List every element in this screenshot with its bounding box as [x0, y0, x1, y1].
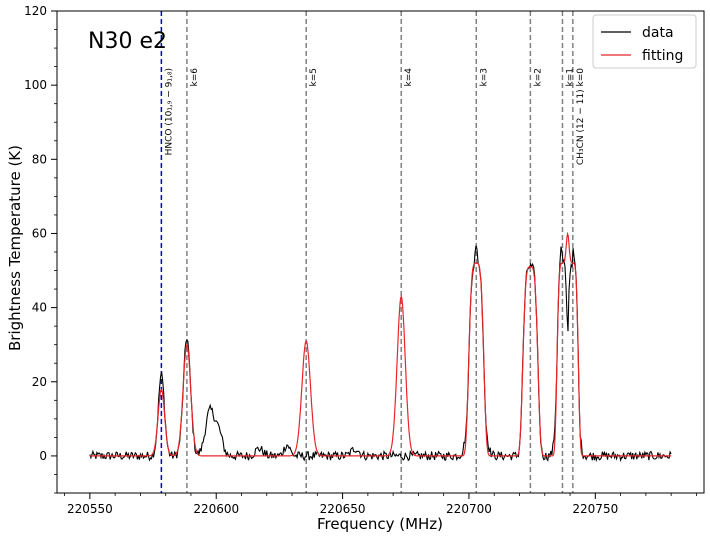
x-axis-title: Frequency (MHz) [317, 515, 443, 533]
marker-label-k6: k=6 [190, 68, 200, 87]
y-tick-label: 80 [32, 152, 47, 166]
marker-label-k5: k=5 [309, 68, 319, 86]
y-tick-label: 40 [32, 301, 47, 315]
legend-label-fitting: fitting [642, 48, 683, 64]
axes: 220550 220600 220650 220700 220750 0 20 40 60 80 1… [24, 4, 705, 516]
y-tick-label: 20 [32, 375, 47, 389]
y-tick-label: 0 [39, 449, 47, 463]
legend-label-data: data [642, 25, 674, 41]
legend: data fitting [592, 14, 697, 69]
marker-label-k2: k=2 [533, 68, 543, 86]
y-tick-label: 60 [32, 226, 47, 240]
marker-label-k4: k=4 [404, 68, 414, 87]
marker-label-hnco: HNCO (10₁,₉ − 9₁,₈) [164, 68, 174, 155]
x-tick-label: 220600 [193, 502, 239, 516]
marker-label-k3: k=3 [479, 68, 489, 86]
x-tick-label: 220750 [572, 502, 618, 516]
x-tick-label: 220550 [67, 502, 113, 516]
y-tick-label: 120 [24, 4, 47, 18]
y-axis-title: Brightness Temperature (K) [6, 145, 24, 351]
chart-title: N30 e2 [88, 29, 167, 54]
plot-area: HNCO (10₁,₉ − 9₁,₈) k=6 k=5 k=4 k=3 k=2 k=1 CH₃… [89, 11, 672, 493]
fitting-series-line [89, 231, 672, 457]
x-tick-label: 220650 [320, 502, 366, 516]
data-series-line [89, 245, 672, 463]
x-tick-label: 220700 [446, 502, 492, 516]
y-tick-label: 100 [24, 78, 47, 92]
marker-label-k0: CH₃CN (12 − 11) k=0 [576, 68, 586, 165]
marker-label-k1: k=1 [565, 68, 575, 86]
